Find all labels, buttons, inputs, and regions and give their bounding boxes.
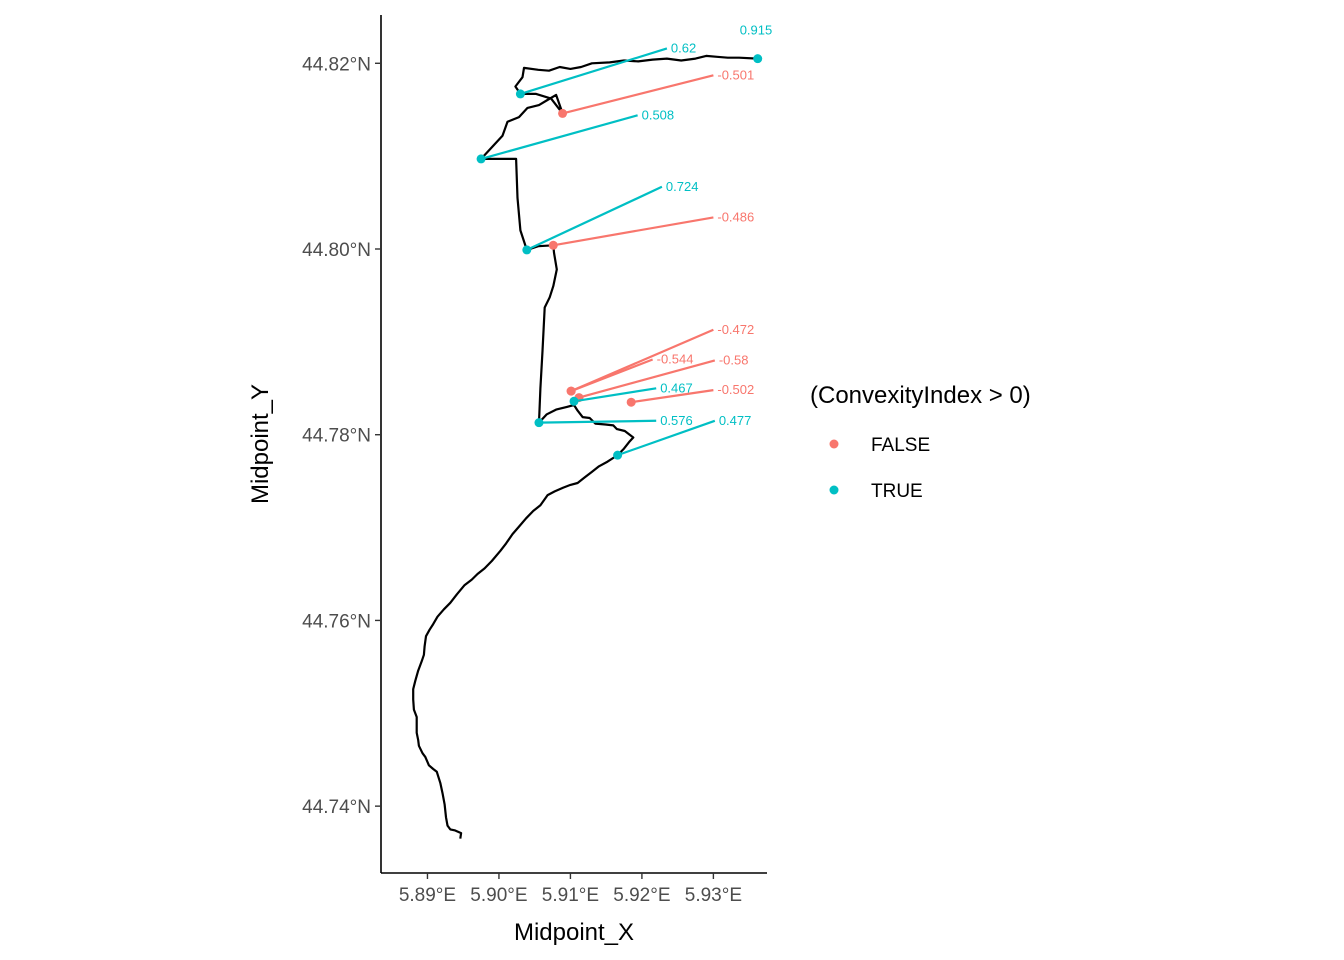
convexity-label: 0.915 — [740, 23, 773, 38]
convexity-label: 0.576 — [660, 413, 693, 428]
legend-label-true: TRUE — [871, 481, 923, 502]
midpoint-marker — [569, 396, 579, 406]
x-axis-title: Midpoint_X — [514, 919, 634, 946]
legend-key-false — [829, 439, 839, 449]
convexity-label: -0.544 — [657, 352, 694, 367]
convexity-label: -0.472 — [717, 322, 754, 337]
legend: (ConvexityIndex > 0) FALSE TRUE — [810, 382, 1031, 502]
axes: 44.74°N 44.76°N 44.78°N 44.80°N 44.82°N 5.89°… — [302, 15, 767, 906]
convexity-segment — [526, 185, 663, 251]
midpoint-marker — [515, 89, 525, 99]
convexity-segment — [570, 358, 654, 393]
y-tick-label: 44.82°N — [302, 54, 371, 75]
convexity-label: 0.62 — [671, 40, 696, 55]
y-tick-label: 44.80°N — [302, 240, 371, 261]
midpoint-marker — [613, 450, 623, 460]
convexity-label: -0.58 — [719, 352, 749, 367]
midpoint-marker — [753, 54, 763, 64]
y-axis-title: Midpoint_Y — [247, 384, 274, 504]
convexity-segment — [617, 419, 716, 457]
convexity-label: 0.508 — [642, 107, 675, 122]
convexity-segment — [538, 419, 657, 424]
midpoint-marker — [626, 397, 636, 407]
convexity-segment — [578, 359, 716, 399]
y-tick-label: 44.74°N — [302, 797, 371, 818]
midpoint-marker — [548, 240, 558, 250]
midpoint-marker — [558, 108, 568, 118]
x-tick-label: 5.91°E — [542, 885, 599, 906]
x-tick-label: 5.89°E — [399, 885, 456, 906]
convexity-segment — [631, 389, 714, 404]
x-tick-label: 5.92°E — [613, 885, 670, 906]
convexity-label: 0.724 — [666, 179, 699, 194]
midpoint-marker — [522, 245, 532, 255]
convexity-label: 0.477 — [719, 413, 752, 428]
x-tick-label: 5.90°E — [470, 885, 527, 906]
legend-title: (ConvexityIndex > 0) — [810, 382, 1031, 409]
midpoint-marker — [534, 418, 544, 428]
convexity-segment — [553, 216, 714, 247]
legend-key-true — [829, 485, 839, 495]
convexity-segment — [573, 387, 657, 403]
convexity-label: 0.467 — [660, 380, 693, 395]
midpoint-marker — [476, 154, 486, 164]
convexity-label: -0.501 — [717, 67, 754, 82]
x-tick-label: 5.93°E — [685, 885, 742, 906]
midpoint-marker — [566, 386, 576, 396]
convexity-label: -0.486 — [717, 209, 754, 224]
y-tick-label: 44.78°N — [302, 426, 371, 447]
y-tick-label: 44.76°N — [302, 611, 371, 632]
convexity-segment — [480, 114, 638, 160]
convexity-label: -0.502 — [717, 382, 754, 397]
plot-panel: 0.915 0.62 -0.501 0.508 0.724 -0.486 -0.472 -0.… — [412, 23, 773, 839]
legend-label-false: FALSE — [871, 435, 930, 456]
convexity-segment — [520, 47, 668, 95]
convexity-segment — [562, 74, 714, 115]
river-path — [412, 54, 758, 839]
